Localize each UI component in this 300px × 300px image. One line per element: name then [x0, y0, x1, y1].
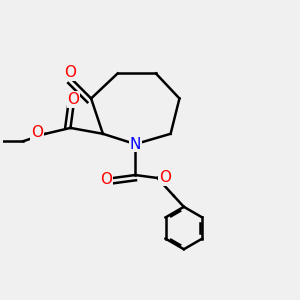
Text: O: O: [64, 65, 76, 80]
Text: O: O: [31, 125, 43, 140]
Text: O: O: [100, 172, 112, 187]
Text: N: N: [130, 136, 141, 152]
Text: O: O: [68, 92, 80, 107]
Text: O: O: [159, 170, 171, 185]
